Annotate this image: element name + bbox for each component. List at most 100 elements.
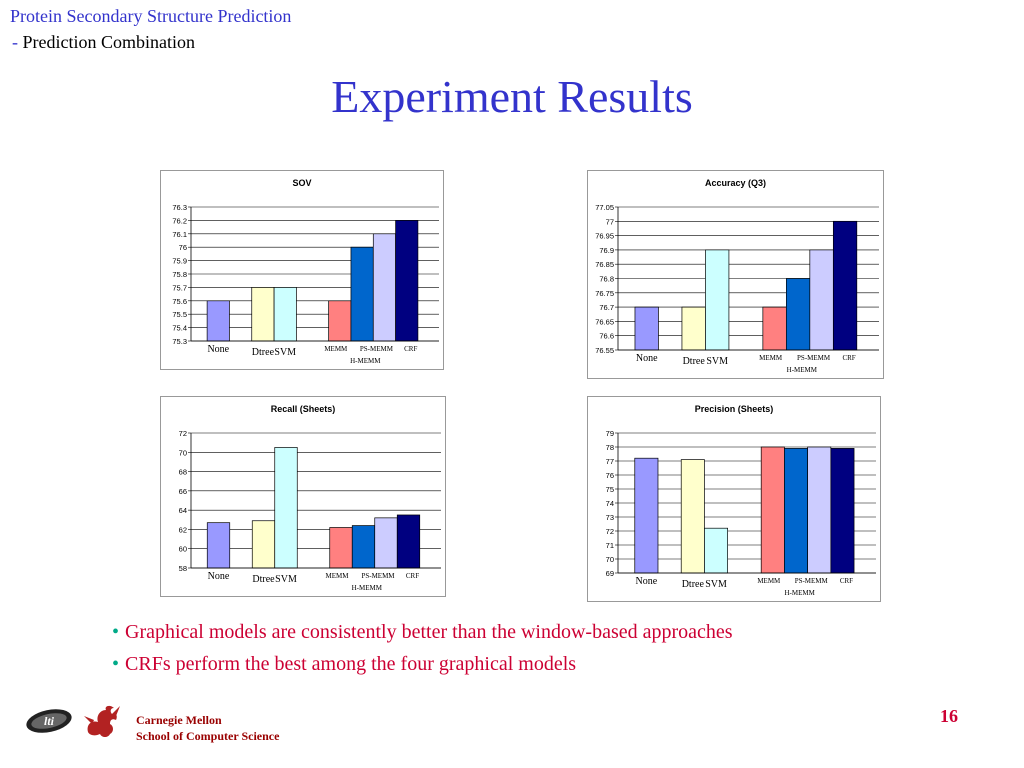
x-tick-label-svm: SVM bbox=[275, 574, 297, 585]
y-tick-label: 75.6 bbox=[172, 297, 187, 306]
bar-dtree bbox=[680, 459, 705, 574]
y-tick-label: 76.9 bbox=[599, 246, 614, 255]
y-tick-label: 77 bbox=[606, 457, 614, 466]
y-tick-label: 75.8 bbox=[172, 270, 187, 279]
bar-ps-memm bbox=[785, 278, 811, 351]
y-tick-label: 76.7 bbox=[599, 303, 614, 312]
bar-dtree bbox=[681, 306, 706, 351]
header-subtopic: - Prediction Combination bbox=[12, 32, 195, 53]
x-tick-label-ps-memm: PS-MEMM bbox=[360, 345, 394, 353]
dragon-logo-icon bbox=[84, 705, 120, 737]
y-tick-label: 70 bbox=[179, 448, 187, 457]
y-tick-label: 76 bbox=[606, 471, 614, 480]
bar-h-memm bbox=[832, 220, 858, 351]
y-tick-label: 76.1 bbox=[172, 230, 187, 239]
x-tick-label-dtree: Dtree bbox=[683, 356, 706, 367]
x-tick-label-svm: SVM bbox=[705, 579, 727, 590]
y-tick-label: 75 bbox=[606, 485, 614, 494]
header-dash: - bbox=[12, 32, 18, 52]
x-tick-label-h-memm: H-MEMM bbox=[352, 584, 383, 592]
bar-dtree bbox=[251, 287, 275, 342]
x-tick-label-ps-memm: PS-MEMM bbox=[797, 354, 831, 362]
y-tick-label: 72 bbox=[606, 527, 614, 536]
x-tick-label-ps-memm: PS-MEMM bbox=[795, 577, 829, 585]
bullet-list: • Graphical models are consistently bette… bbox=[112, 616, 733, 680]
lti-logo-icon: lti bbox=[26, 709, 72, 733]
bar-crf bbox=[374, 517, 398, 569]
x-tick-label-h-memm: H-MEMM bbox=[787, 366, 818, 374]
x-tick-label-crf: CRF bbox=[842, 354, 855, 362]
lti-logo-text: lti bbox=[44, 714, 55, 728]
y-tick-label: 77 bbox=[606, 217, 614, 226]
x-tick-label-crf: CRF bbox=[840, 577, 853, 585]
y-tick-label: 75.4 bbox=[172, 324, 187, 333]
y-tick-label: 58 bbox=[179, 564, 187, 573]
bullet-item: • CRFs perform the best among the four gr… bbox=[112, 648, 733, 680]
x-tick-label-svm: SVM bbox=[274, 347, 296, 358]
bar-memm bbox=[328, 300, 352, 342]
y-tick-label: 76.65 bbox=[595, 317, 614, 326]
chart-svg: Accuracy (Q3) 77.05 77 76.95 76.9 76.85 76.8 76… bbox=[595, 178, 879, 374]
bar-none bbox=[634, 306, 659, 351]
x-tick-label-memm: MEMM bbox=[757, 577, 781, 585]
bar-ps-memm bbox=[350, 246, 374, 342]
x-tick-label-memm: MEMM bbox=[324, 345, 348, 353]
chart-svg: SOV 76.3 76.2 76.1 76 75.9 75.8 75.7 75.6 75.5 75.… bbox=[172, 178, 439, 365]
y-tick-label: 76.6 bbox=[599, 332, 614, 341]
y-tick-label: 76 bbox=[179, 243, 187, 252]
footer-org: Carnegie Mellon School of Computer Scien… bbox=[136, 712, 279, 744]
sov-chart: SOV 76.3 76.2 76.1 76 75.9 75.8 75.7 75.6 75.5 75.… bbox=[160, 170, 444, 370]
y-tick-label: 66 bbox=[179, 487, 187, 496]
x-tick-label-none: None bbox=[208, 571, 230, 582]
y-tick-label: 64 bbox=[179, 506, 187, 515]
header-topic: Protein Secondary Structure Prediction bbox=[10, 6, 292, 26]
x-tick-label-h-memm: H-MEMM bbox=[350, 357, 381, 365]
bullet-text: Graphical models are consistently better… bbox=[125, 621, 733, 643]
slide-title: Experiment Results bbox=[331, 71, 693, 122]
bar-dtree bbox=[251, 520, 276, 569]
x-tick-label-dtree: Dtree bbox=[252, 574, 275, 585]
chart-svg: Precision (Sheets) 79 78 77 76 75 74 73 72 71 70 69… bbox=[606, 404, 876, 597]
bar-none bbox=[206, 522, 231, 569]
y-tick-label: 77.05 bbox=[595, 203, 614, 212]
bar-h-memm bbox=[830, 448, 855, 574]
chart-title: Recall (Sheets) bbox=[271, 404, 336, 414]
y-tick-label: 78 bbox=[606, 443, 614, 452]
y-tick-label: 76.85 bbox=[595, 260, 614, 269]
bar-crf bbox=[372, 233, 396, 342]
x-tick-label-none: None bbox=[636, 576, 658, 587]
y-tick-label: 71 bbox=[606, 541, 614, 550]
bar-ps-memm bbox=[351, 525, 376, 569]
page-number: 16 bbox=[940, 706, 958, 726]
footer-org-line2: School of Computer Science bbox=[136, 729, 280, 743]
bar-none bbox=[206, 300, 230, 342]
x-tick-label-memm: MEMM bbox=[326, 572, 350, 580]
bullet-dot-icon: • bbox=[112, 653, 120, 675]
y-tick-label: 79 bbox=[606, 429, 614, 438]
y-tick-label: 74 bbox=[606, 499, 614, 508]
chart-title: SOV bbox=[292, 178, 311, 188]
bar-svm bbox=[704, 527, 728, 574]
accuracy-chart: Accuracy (Q3) 77.05 77 76.95 76.9 76.85 76.8 76… bbox=[587, 170, 884, 379]
y-tick-label: 76.95 bbox=[595, 232, 614, 241]
bar-crf bbox=[807, 446, 832, 574]
x-tick-label-h-memm: H-MEMM bbox=[784, 589, 815, 597]
chart-title: Accuracy (Q3) bbox=[705, 178, 766, 188]
bullet-text: CRFs perform the best among the four gra… bbox=[125, 653, 577, 675]
y-tick-label: 75.3 bbox=[172, 337, 187, 346]
bar-h-memm bbox=[395, 220, 419, 342]
header-subtopic-text: Prediction Combination bbox=[18, 32, 196, 52]
y-tick-label: 76.8 bbox=[599, 275, 614, 284]
y-tick-label: 76.55 bbox=[595, 346, 614, 355]
bar-ps-memm bbox=[784, 448, 808, 574]
bar-none bbox=[634, 457, 659, 574]
y-tick-label: 75.9 bbox=[172, 257, 187, 266]
precision-chart: Precision (Sheets) 79 78 77 76 75 74 73 72 71 70 69… bbox=[587, 396, 881, 602]
x-tick-label-dtree: Dtree bbox=[682, 579, 705, 590]
x-tick-label-ps-memm: PS-MEMM bbox=[361, 572, 395, 580]
bar-svm bbox=[274, 447, 298, 569]
y-tick-label: 76.3 bbox=[172, 203, 187, 212]
x-tick-label-none: None bbox=[636, 353, 658, 364]
y-tick-label: 75.5 bbox=[172, 310, 187, 319]
y-tick-label: 70 bbox=[606, 555, 614, 564]
